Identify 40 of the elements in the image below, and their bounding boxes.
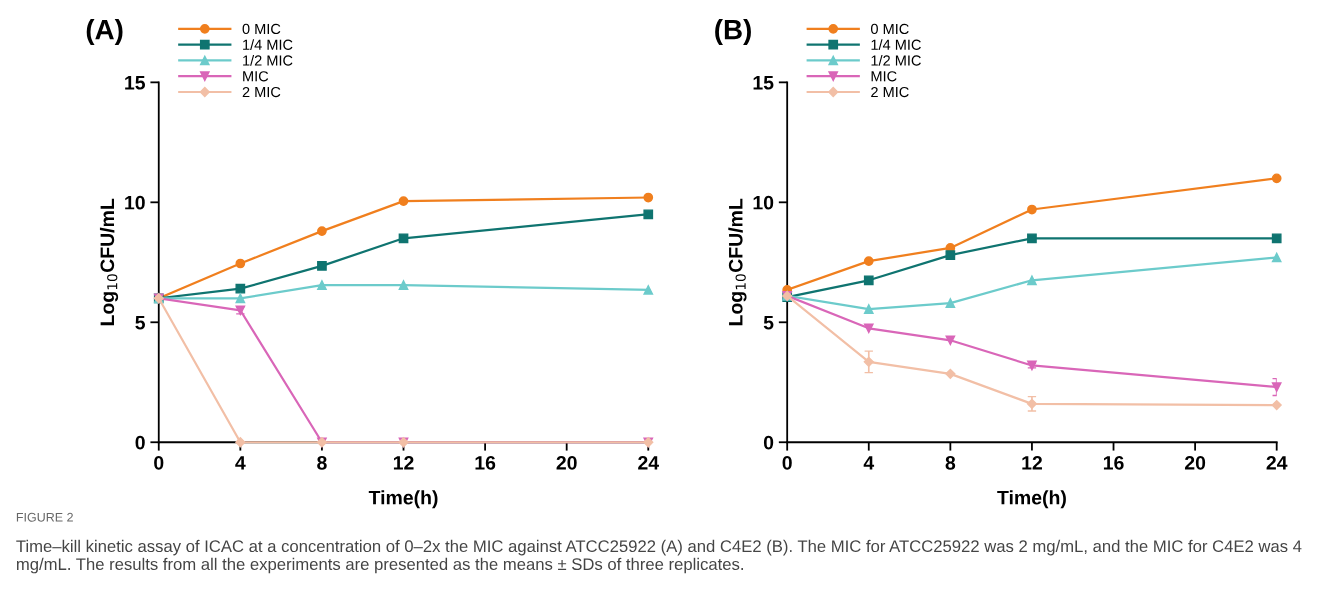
x-axis-title: Time(h) [997, 490, 1066, 509]
x-tick-label: 24 [638, 455, 659, 470]
y-tick-label: 15 [753, 76, 774, 90]
legend-label: MIC [243, 71, 269, 82]
y-axis-title: Log$_{10}$CFU/mL [728, 198, 747, 326]
y-tick-label: 10 [753, 195, 774, 210]
legend-label: 2 MIC [871, 86, 909, 98]
legend-label: 1/4 MIC [871, 39, 921, 50]
x-axis-title: Time(h) [368, 490, 438, 509]
legend-label: 2 MIC [242, 86, 281, 98]
y-tick-label: 10 [125, 195, 145, 210]
x-tick-label: 8 [945, 455, 956, 470]
x-tick-label: 12 [1022, 455, 1042, 470]
legend-label: 1/2 MIC [243, 54, 293, 66]
x-tick-label: 8 [317, 455, 327, 470]
y-tick-label: 5 [763, 315, 774, 330]
x-tick-label: 4 [235, 456, 246, 470]
y-tick-label: 15 [125, 76, 146, 90]
y-axis-title: Log$_{10}$CFU/mL [99, 198, 119, 326]
x-tick-label: 4 [863, 456, 875, 470]
x-tick-label: 20 [1184, 455, 1206, 470]
x-tick-label: 20 [556, 455, 577, 470]
text: Time–kill kinetic assay of ICAC at a concentration of 0–2x the MIC against ATCC25922 (A) and C4E2 (B). The MIC for ATCC25922 was 2 mg/mL, and the MIC for C4E2 was 4 mg/mL. The results from all the experiments are presented as the means ± SDs of three replicates. [16, 539, 1302, 574]
x-tick-label: 16 [475, 455, 496, 470]
x-tick-label: 0 [782, 455, 792, 470]
chart-title: (B) [715, 19, 751, 45]
x-tick-label: 0 [154, 455, 164, 470]
y-tick-label: 0 [763, 435, 774, 450]
x-tick-label: 24 [1266, 455, 1288, 470]
y-tick-label: 0 [135, 435, 145, 450]
x-tick-label: 16 [1103, 455, 1124, 470]
legend-label: 0 MIC [242, 23, 281, 35]
legend-label: MIC [871, 71, 897, 82]
x-tick-label: 12 [393, 455, 414, 470]
legend-label: 1/4 MIC [243, 39, 293, 50]
legend-label: 1/2 MIC [871, 54, 921, 66]
legend-label: 0 MIC [870, 23, 909, 35]
caption: FIGURE 2 [16, 512, 73, 522]
chart-title: (A) [86, 19, 123, 45]
y-tick-label: 5 [135, 315, 146, 330]
